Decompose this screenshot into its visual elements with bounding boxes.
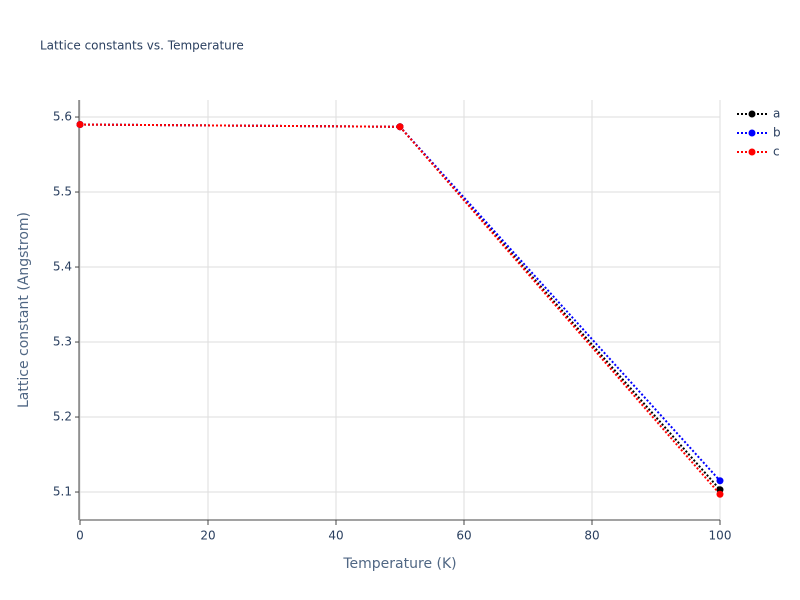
legend-label: a <box>773 107 780 121</box>
x-tick-label: 80 <box>584 529 599 543</box>
x-tick-label: 60 <box>456 529 471 543</box>
data-point <box>396 123 404 131</box>
x-tick-label: 40 <box>328 529 343 543</box>
y-tick-label: 5.2 <box>53 410 72 424</box>
y-axis-label: Lattice constant (Angstrom) <box>16 212 32 408</box>
legend-marker <box>748 148 756 156</box>
data-point <box>716 490 724 498</box>
y-tick-label: 5.3 <box>53 335 72 349</box>
y-tick-label: 5.5 <box>53 185 72 199</box>
legend-marker <box>748 129 756 137</box>
chart-title: Lattice constants vs. Temperature <box>40 39 244 53</box>
y-tick-label: 5.4 <box>53 260 72 274</box>
data-point <box>76 121 84 129</box>
y-tick-label: 5.6 <box>53 110 72 124</box>
legend-label: b <box>773 126 781 140</box>
legend-label: c <box>773 145 780 159</box>
x-tick-label: 20 <box>200 529 215 543</box>
data-point <box>716 477 724 485</box>
x-axis-label: Temperature (K) <box>342 556 456 572</box>
x-tick-label: 100 <box>709 529 732 543</box>
y-tick-label: 5.1 <box>53 485 72 499</box>
x-tick-label: 0 <box>76 529 84 543</box>
legend-marker <box>748 110 756 118</box>
